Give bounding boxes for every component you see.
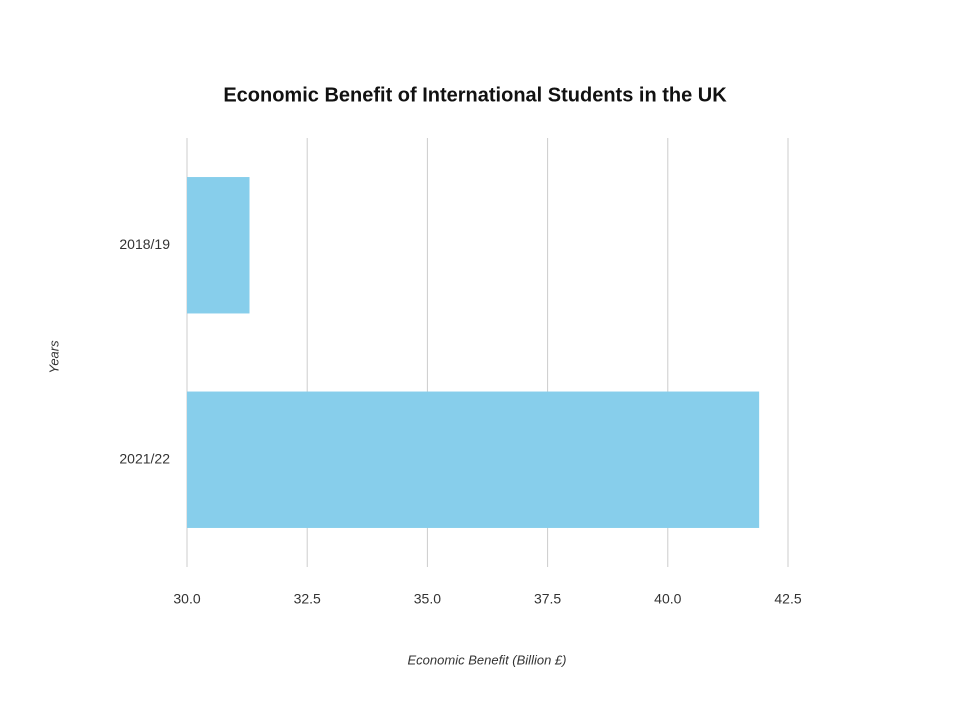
x-tick-label: 35.0 [414, 591, 441, 607]
bar [187, 177, 250, 314]
x-axis-label: Economic Benefit (Billion £) [408, 652, 567, 667]
bar [187, 391, 760, 528]
x-tick-label: 42.5 [774, 591, 801, 607]
chart-title: Economic Benefit of International Studen… [223, 84, 727, 106]
y-axis-label: Years [46, 340, 61, 374]
x-tick-label: 37.5 [534, 591, 561, 607]
x-tick-label: 30.0 [173, 591, 200, 607]
x-tick-label: 40.0 [654, 591, 681, 607]
y-tick-label: 2021/22 [119, 450, 170, 466]
x-tick-label: 32.5 [294, 591, 321, 607]
y-tick-label: 2018/19 [119, 236, 170, 252]
